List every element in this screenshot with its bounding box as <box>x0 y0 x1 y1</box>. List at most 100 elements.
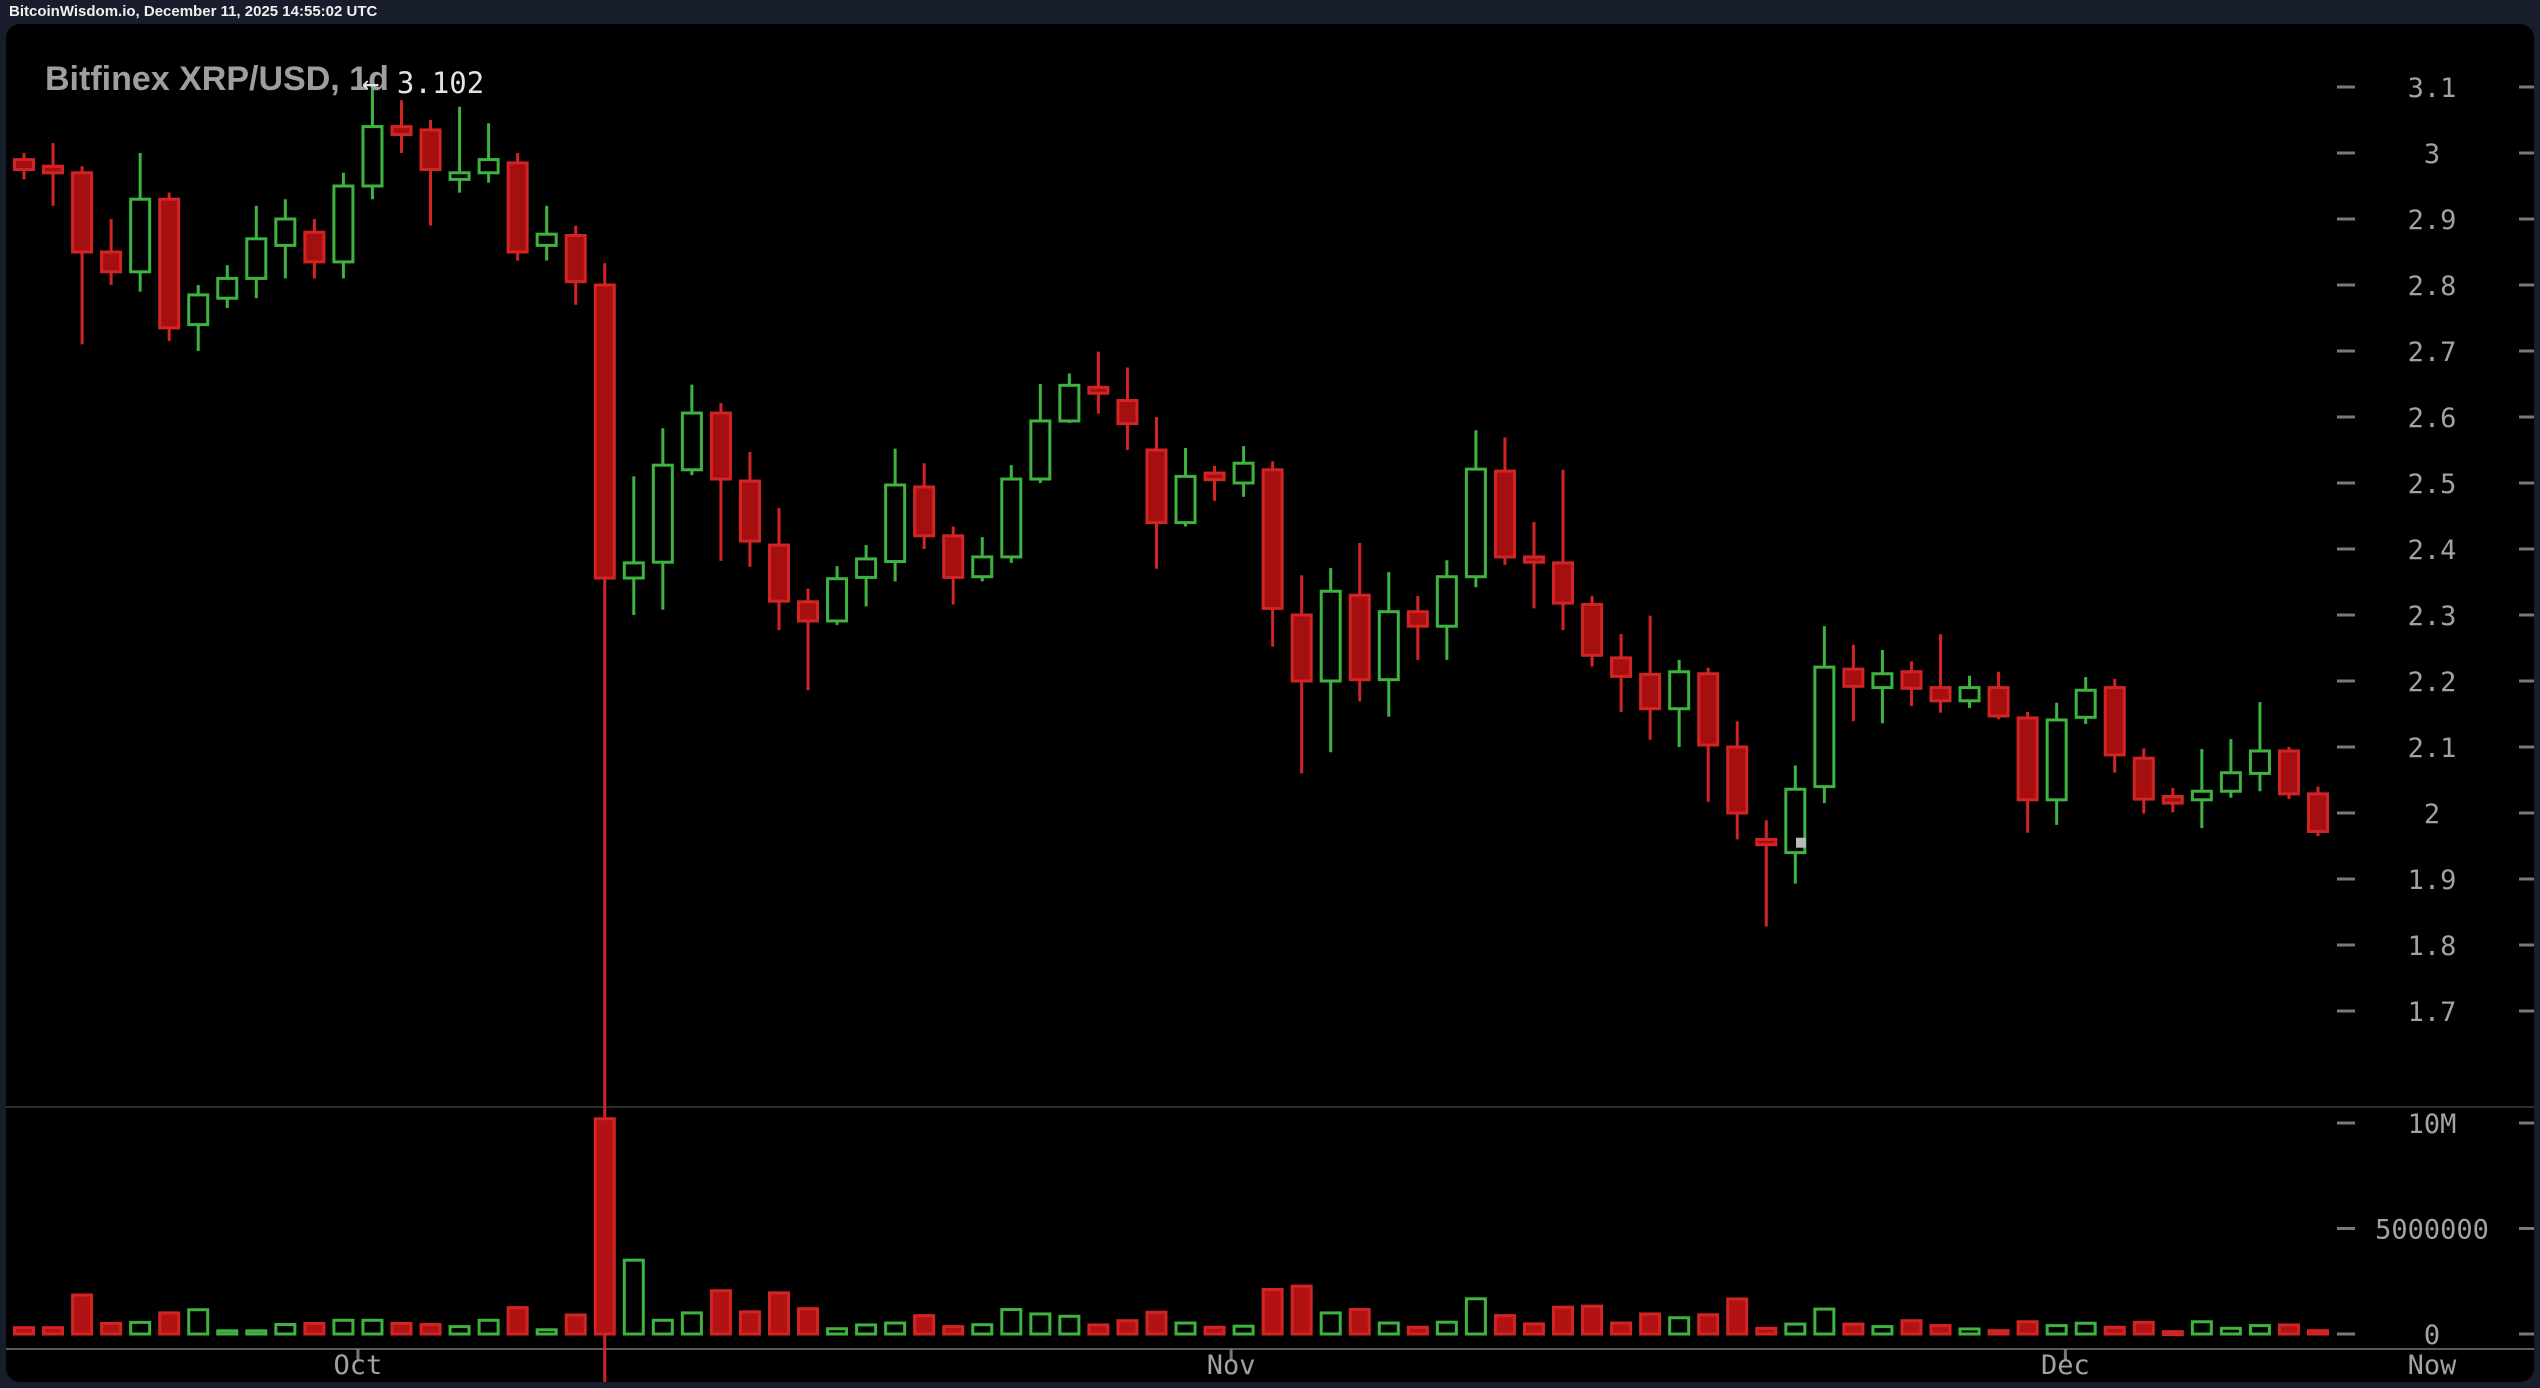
candlestick-up <box>1464 467 1487 579</box>
candlestick-down <box>303 230 326 264</box>
volume-bar-up <box>884 1321 907 1336</box>
candlestick-down <box>100 250 123 274</box>
candlestick-down <box>2307 792 2329 833</box>
volume-bar-up <box>1668 1316 1691 1336</box>
candlestick-up <box>361 125 384 188</box>
volume-bar-up <box>1871 1325 1894 1336</box>
chart-title: Bitfinex XRP/USD, 1d <box>45 60 389 98</box>
candlestick-down <box>158 197 181 330</box>
volume-bar-down <box>71 1293 94 1336</box>
volume-bar-up <box>971 1323 994 1336</box>
candlestick-down <box>1116 399 1139 426</box>
candlestick-down <box>1552 561 1575 605</box>
volume-bar-down <box>1755 1326 1778 1336</box>
candlestick-down <box>1697 672 1720 747</box>
candlestick-up <box>2074 688 2097 719</box>
y-axis-label: 1.8 <box>2408 931 2457 962</box>
candlestick-up <box>971 555 994 579</box>
volume-bar-down <box>2277 1323 2300 1336</box>
candlestick-up <box>535 232 558 247</box>
volume-bar-up <box>622 1258 645 1336</box>
candlestick-up <box>1871 672 1894 690</box>
volume-bar-up <box>274 1323 297 1336</box>
volume-bar-down <box>767 1291 790 1336</box>
y-axis-label: 2.5 <box>2408 469 2457 500</box>
y-axis-label: 3 <box>2424 139 2440 170</box>
candlestick-up <box>1000 477 1023 559</box>
volume-bar-down <box>1087 1323 1110 1336</box>
candlestick-up <box>1174 474 1197 525</box>
candlestick-down <box>767 543 790 603</box>
volume-bar-up <box>332 1318 355 1336</box>
volume-bar-up <box>2248 1324 2271 1336</box>
y-axis-label: 1.7 <box>2408 997 2457 1028</box>
volume-bar-down <box>564 1313 587 1336</box>
volume-axis-label: 0 <box>2424 1320 2440 1351</box>
x-axis-label-nov: Nov <box>1207 1350 1256 1381</box>
y-axis-label: 2.9 <box>2408 205 2457 236</box>
y-axis-label: 2.3 <box>2408 601 2457 632</box>
volume-bar-down <box>942 1325 965 1336</box>
candlestick-up <box>1784 787 1807 855</box>
volume-bar-down <box>100 1321 123 1336</box>
y-axis-label: 2.2 <box>2408 667 2457 698</box>
candlestick-up <box>129 197 152 274</box>
candlestick-down <box>738 479 761 543</box>
candlestick-down <box>942 534 965 579</box>
candlestick-up <box>2045 718 2068 802</box>
volume-bar-down <box>303 1321 326 1336</box>
volume-bar-up <box>477 1318 500 1336</box>
candlestick-down <box>419 128 442 171</box>
volume-bar-up <box>129 1320 152 1336</box>
volume-bar-up <box>448 1325 471 1336</box>
volume-bar-down <box>1348 1308 1371 1336</box>
volume-bar-up <box>651 1318 674 1336</box>
volume-bar-up <box>2074 1321 2097 1336</box>
candlestick-up <box>1058 383 1081 423</box>
candlestick-up <box>216 276 239 300</box>
candlestick-up <box>1813 665 1836 789</box>
volume-bar-up <box>1958 1327 1981 1336</box>
volume-bar-down <box>1522 1322 1545 1336</box>
volume-bar-up <box>361 1318 384 1336</box>
candlestick-down <box>2277 749 2300 796</box>
volume-bar-down <box>13 1326 35 1336</box>
candlestick-up <box>651 463 674 564</box>
candlestick-down <box>593 283 616 580</box>
site-timestamp-text: BitcoinWisdom.io, December 11, 2025 14:5… <box>9 3 378 20</box>
candlestick-up <box>2190 789 2213 802</box>
candlestick-plot[interactable]: 3.1 3 2.9 2.8 2.7 2.6 2.5 2.4 2.3 2.2 2.1 2 1.9 1.8 1.… <box>6 24 2534 1382</box>
volume-bar-up <box>1377 1321 1400 1336</box>
candlestick-up <box>622 561 645 580</box>
volume-bar-down <box>1145 1310 1168 1336</box>
y-axis-label: 2.7 <box>2408 337 2457 368</box>
candlestick-down <box>1639 672 1662 711</box>
volume-axis-label: 10M <box>2408 1109 2457 1140</box>
y-axis-label: 2.6 <box>2408 403 2457 434</box>
candlestick-down <box>2132 756 2155 801</box>
volume-bar-down <box>2016 1320 2039 1336</box>
volume-bar-down <box>506 1306 529 1336</box>
volume-bar-up <box>535 1328 558 1336</box>
volume-bar-up <box>1029 1312 1052 1336</box>
candlestick-down <box>1755 837 1778 847</box>
candlestick-down <box>564 234 587 284</box>
candlestick-up <box>2219 771 2242 793</box>
volume-bar-down <box>1552 1305 1575 1336</box>
candlestick-down <box>71 171 94 254</box>
peak-price-annotation: ← 3.102 <box>362 66 485 100</box>
volume-bar-up <box>680 1311 703 1336</box>
y-axis-label: 1.9 <box>2408 865 2457 896</box>
volume-bar-down <box>1261 1287 1284 1336</box>
volume-bar-down <box>1493 1314 1516 1336</box>
candlestick-up <box>274 217 297 247</box>
candlestick-down <box>913 485 936 538</box>
y-axis-label: 2.1 <box>2408 733 2457 764</box>
y-axis-label: 2.8 <box>2408 271 2457 302</box>
x-axis-label-dec: Dec <box>2041 1350 2090 1381</box>
candlestick-down <box>1203 471 1226 482</box>
volume-bar-down <box>2307 1329 2329 1336</box>
volume-bar-down <box>709 1289 732 1336</box>
candlestick-down <box>1610 656 1633 678</box>
volume-bar-down <box>797 1307 820 1336</box>
